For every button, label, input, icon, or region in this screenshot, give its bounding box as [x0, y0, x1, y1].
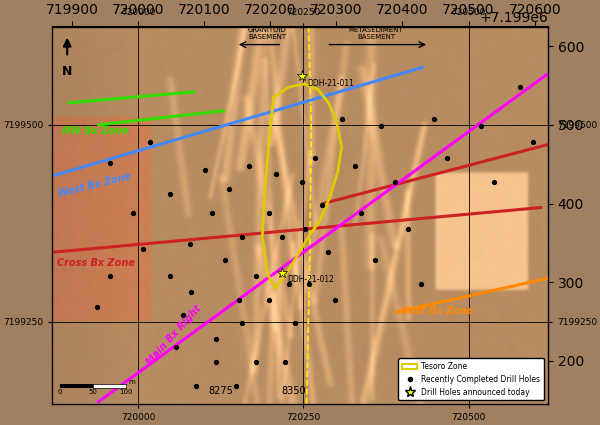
- Text: 8275: 8275: [208, 386, 233, 396]
- Text: NW Bx Zone: NW Bx Zone: [62, 126, 129, 136]
- Text: m: m: [129, 379, 136, 385]
- Text: DDH-21-011: DDH-21-011: [307, 79, 354, 88]
- Text: 8350: 8350: [281, 386, 306, 396]
- Text: West Bx Zone: West Bx Zone: [58, 171, 133, 199]
- Text: 50: 50: [89, 389, 97, 395]
- Text: METASEDIMENT
BASEMENT: METASEDIMENT BASEMENT: [349, 27, 403, 40]
- Text: DDH-21-012: DDH-21-012: [287, 275, 334, 284]
- Text: East Bx Zone: East Bx Zone: [403, 306, 474, 316]
- Text: 100: 100: [119, 389, 133, 395]
- Legend: Tesoro Zone, Recently Completed Drill Holes, Drill Holes announced today: Tesoro Zone, Recently Completed Drill Ho…: [398, 358, 544, 400]
- Text: 0: 0: [58, 389, 62, 395]
- Text: Cross Bx Zone: Cross Bx Zone: [58, 258, 136, 269]
- Text: Main Bx Right: Main Bx Right: [145, 303, 203, 367]
- Text: GRANITOID
BASEMENT: GRANITOID BASEMENT: [248, 27, 286, 40]
